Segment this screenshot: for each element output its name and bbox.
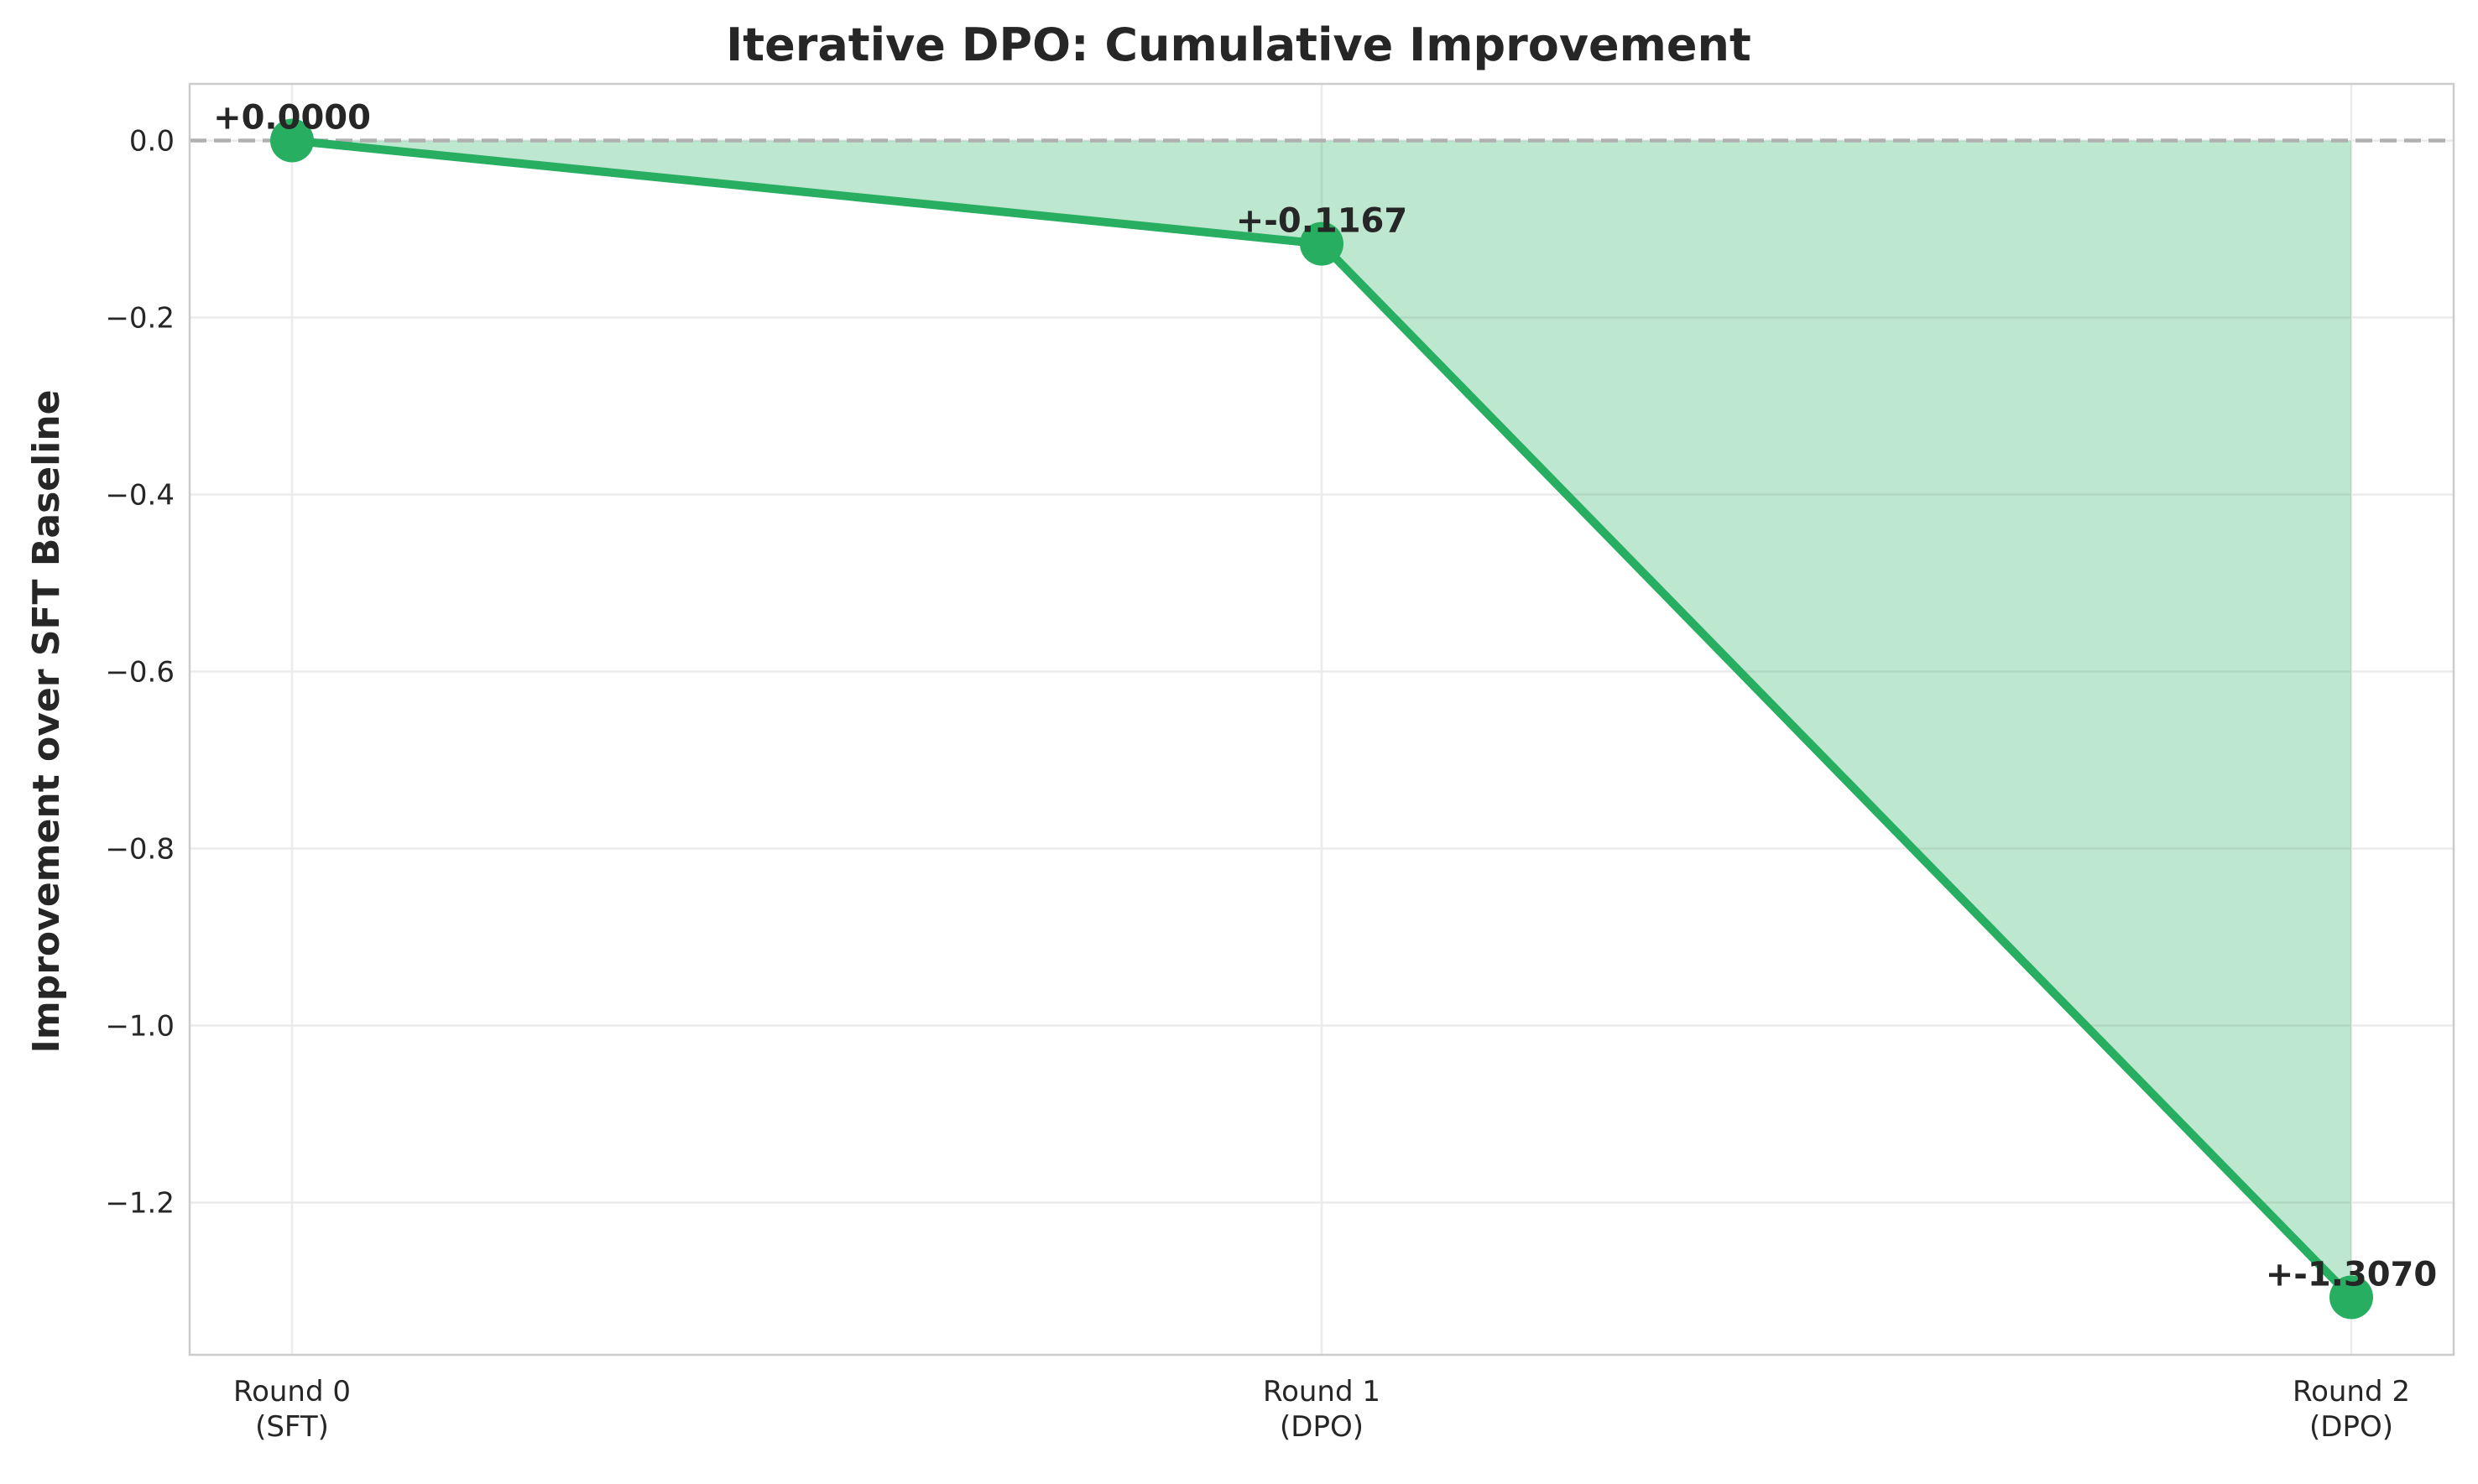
fill-area — [292, 140, 2351, 1298]
data-point — [1300, 221, 1343, 266]
y-tick-label: 0.0 — [129, 125, 175, 159]
y-axis-label: Improvement over SFT Baseline — [25, 390, 68, 1054]
data-point — [2329, 1275, 2373, 1320]
x-tick-labels: Round 0 (SFT) Round 1 (DPO) Round 2 (DPO) — [233, 1375, 2410, 1444]
grid-lines — [190, 84, 2454, 1355]
x-tick-label: Round 0 (SFT) — [233, 1375, 351, 1444]
data-labels: +0.0000 +-0.1167 +-1.3070 — [213, 99, 2437, 1294]
plot-frame — [188, 82, 2455, 1356]
fill-area-group — [292, 140, 2351, 1298]
x-tick-label: Round 1 (DPO) — [1263, 1375, 1380, 1444]
y-tick-label: −1.2 — [105, 1187, 175, 1221]
data-label: +-1.3070 — [2266, 1255, 2437, 1294]
y-tick-label: −0.2 — [105, 302, 175, 336]
y-tick-label: −1.0 — [105, 1010, 175, 1044]
data-label: +-0.1167 — [1236, 202, 1407, 241]
y-tick-label: −0.6 — [105, 656, 175, 690]
data-points — [270, 118, 2373, 1320]
y-tick-label: −0.4 — [105, 479, 175, 513]
data-label: +0.0000 — [213, 99, 371, 138]
x-tick-label: Round 2 (DPO) — [2293, 1375, 2410, 1444]
y-tick-label: −0.8 — [105, 833, 175, 867]
chart-title: Iterative DPO: Cumulative Improvement — [726, 18, 1751, 71]
data-point — [270, 118, 314, 163]
y-tick-labels: 0.0 −0.2 −0.4 −0.6 −0.8 −1.0 −1.2 — [105, 125, 175, 1221]
